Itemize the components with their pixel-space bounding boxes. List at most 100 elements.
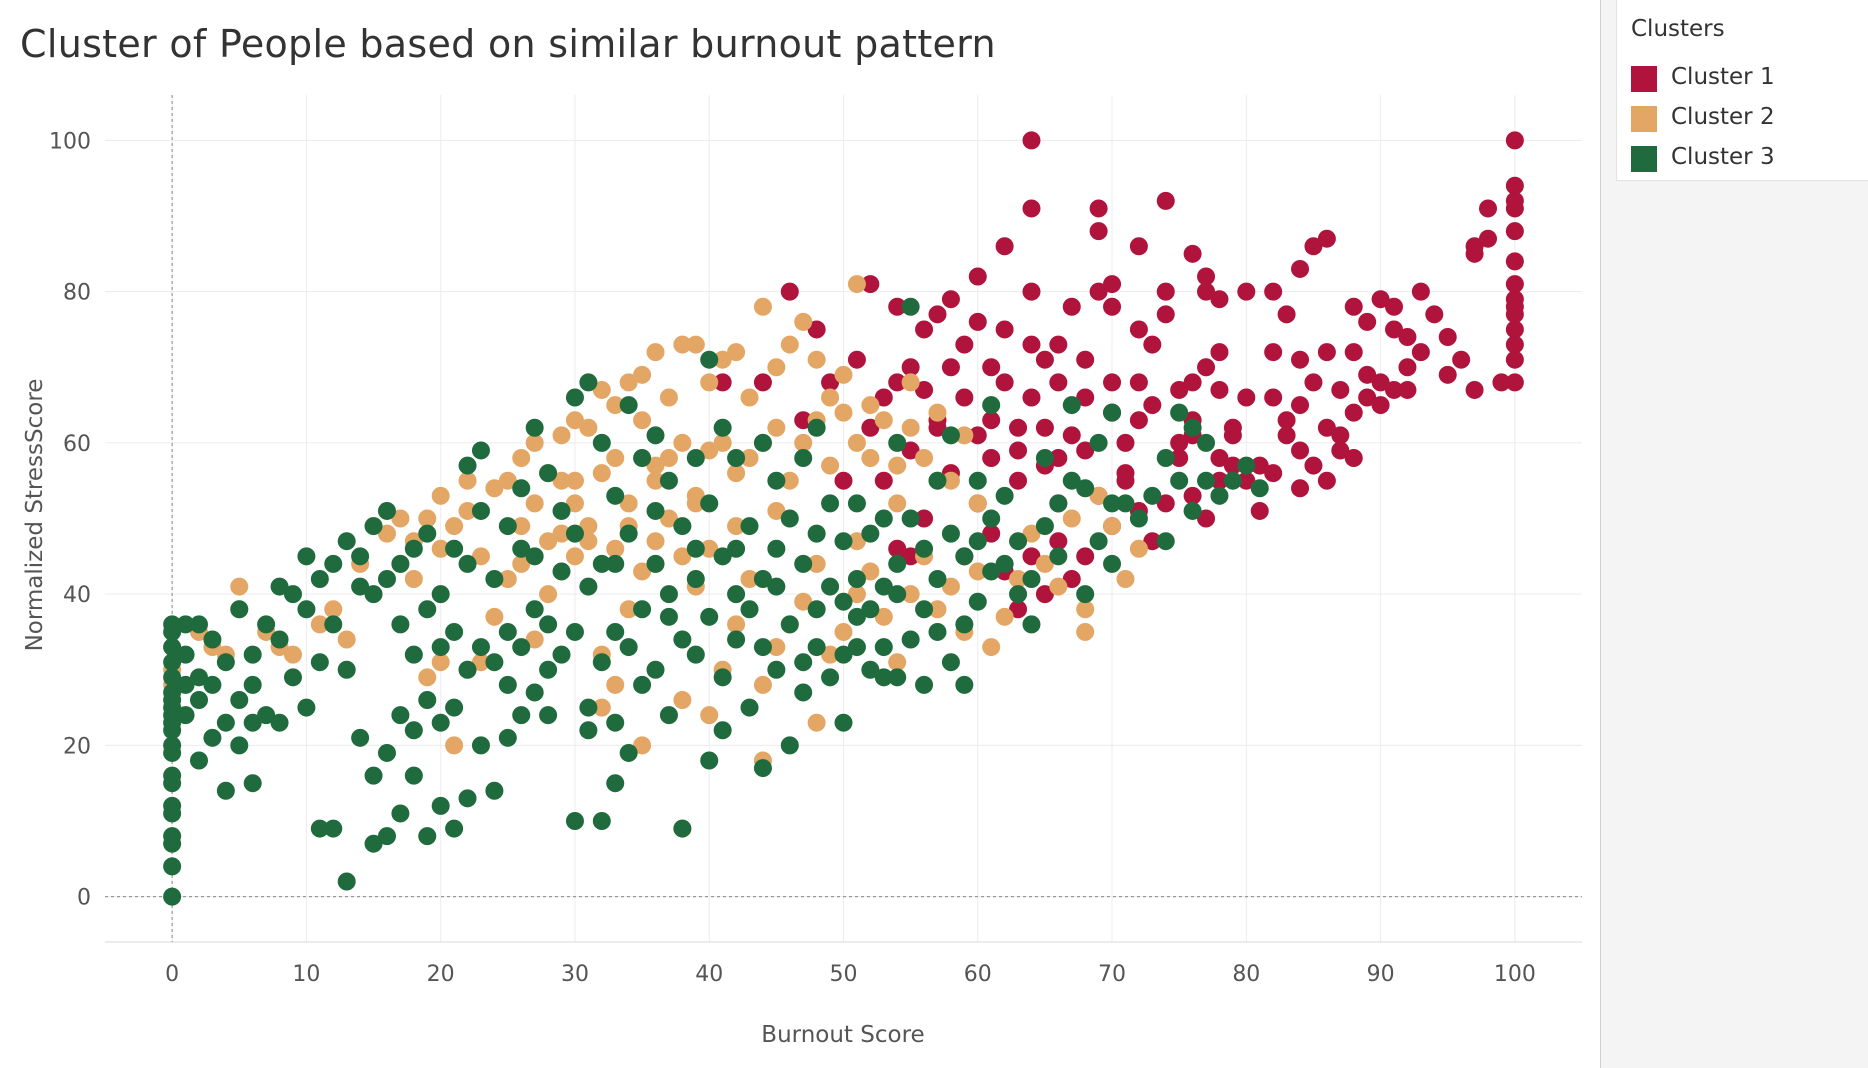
data-point (283, 585, 302, 604)
x-tick-label: 60 (964, 962, 992, 987)
data-point (1076, 350, 1095, 369)
data-point (1156, 191, 1175, 210)
data-point (458, 501, 477, 520)
data-point (324, 819, 343, 838)
data-point (915, 509, 934, 528)
data-point (1277, 426, 1296, 445)
data-point (485, 607, 504, 626)
data-point (606, 539, 625, 558)
data-point (968, 471, 987, 490)
data-point (780, 282, 799, 301)
data-point (1062, 297, 1081, 316)
data-point (458, 456, 477, 475)
legend-swatch (1631, 146, 1657, 172)
data-point (1197, 433, 1216, 452)
data-point (176, 675, 195, 694)
data-point (1143, 532, 1162, 551)
data-point (1089, 433, 1108, 452)
data-point (982, 524, 1001, 543)
data-point (364, 585, 383, 604)
data-point (1022, 282, 1041, 301)
data-point (512, 517, 531, 536)
data-point (579, 418, 598, 437)
data-point (1089, 282, 1108, 301)
data-point (1197, 509, 1216, 528)
data-point (995, 237, 1014, 256)
data-point (753, 297, 772, 316)
data-point (512, 638, 531, 657)
data-point (445, 517, 464, 536)
data-point (1411, 282, 1430, 301)
data-point (391, 706, 410, 725)
data-point (1143, 396, 1162, 415)
data-point (1076, 585, 1095, 604)
data-point (928, 305, 947, 324)
data-point (1143, 335, 1162, 354)
data-point (834, 365, 853, 384)
data-point (807, 350, 826, 369)
data-point (552, 645, 571, 664)
data-point (243, 713, 262, 732)
legend-swatch (1631, 66, 1657, 92)
x-tick-label: 90 (1367, 962, 1395, 987)
data-point (928, 471, 947, 490)
data-point (606, 554, 625, 573)
data-point (995, 373, 1014, 392)
data-point (955, 547, 974, 566)
data-point (310, 570, 329, 588)
data-point (780, 509, 799, 528)
data-point (901, 547, 920, 566)
data-point (713, 668, 732, 687)
x-tick-label: 0 (165, 962, 179, 987)
data-point (337, 630, 356, 649)
data-point (1331, 426, 1350, 445)
data-point (673, 691, 692, 709)
data-point (163, 887, 182, 906)
data-point (1183, 373, 1202, 392)
data-point (915, 320, 934, 339)
data-point (565, 471, 584, 490)
data-point (230, 736, 249, 755)
data-point (243, 774, 262, 793)
data-point (377, 524, 396, 543)
data-point (713, 373, 732, 392)
data-point (847, 275, 866, 294)
data-point (552, 471, 571, 490)
data-point (579, 373, 598, 392)
data-point (1022, 570, 1041, 588)
data-point (606, 622, 625, 641)
data-point (847, 585, 866, 604)
data-point (740, 388, 759, 407)
data-point (1049, 335, 1068, 354)
data-point (619, 600, 638, 619)
data-point (646, 501, 665, 520)
data-point (203, 630, 222, 649)
data-point (700, 539, 719, 558)
data-point (512, 449, 531, 467)
legend-title: Clusters (1631, 16, 1725, 42)
data-point (1411, 343, 1430, 362)
data-point (418, 509, 437, 528)
data-point (1022, 524, 1041, 543)
data-point (606, 396, 625, 415)
data-point (257, 615, 276, 634)
data-point (633, 562, 652, 581)
data-point (874, 471, 893, 490)
data-point (807, 638, 826, 657)
data-point (968, 312, 987, 331)
data-point (230, 577, 249, 596)
data-point (1505, 199, 1524, 218)
data-point (847, 570, 866, 588)
data-point (888, 653, 907, 672)
data-point (445, 539, 464, 558)
data-point (1505, 275, 1524, 294)
data-point (901, 630, 920, 649)
data-point (163, 796, 182, 815)
data-point (646, 471, 665, 490)
data-point (753, 373, 772, 392)
data-point (888, 668, 907, 687)
data-point (753, 433, 772, 452)
data-point (471, 653, 490, 672)
data-point (861, 524, 880, 543)
data-point (888, 554, 907, 573)
